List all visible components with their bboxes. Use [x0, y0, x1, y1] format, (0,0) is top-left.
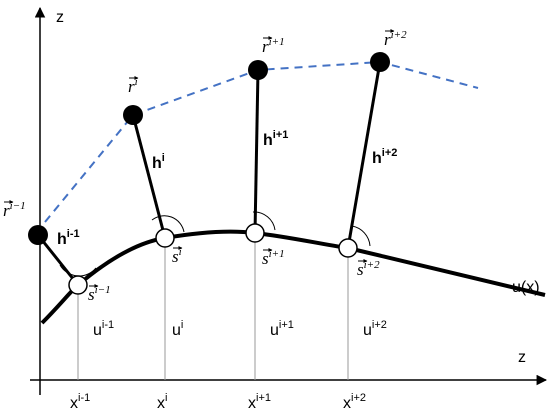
h-label: hi+1	[263, 129, 288, 149]
angle-arc	[252, 211, 276, 231]
s-label: si+2	[357, 259, 380, 279]
s-label-base: s	[262, 249, 269, 268]
s-point	[68, 275, 88, 295]
r-label-sup: i+1	[269, 36, 285, 48]
axis-label: z	[518, 349, 526, 366]
s-label-base: s	[357, 260, 364, 279]
s-point	[155, 228, 175, 248]
s-label: si	[172, 246, 182, 266]
r-label-base: r	[262, 37, 269, 56]
curve	[40, 229, 546, 325]
s-label-base: s	[88, 285, 95, 304]
s-label-sup: i+1	[269, 248, 285, 260]
r-label-base: r	[128, 77, 135, 96]
dashed-line	[44, 60, 479, 223]
r-label-sup: i	[135, 76, 138, 88]
r-label-sup: i+2	[391, 29, 407, 41]
h-label-sup: i+1	[273, 129, 289, 141]
x-label: xi	[157, 392, 167, 412]
h-line	[131, 114, 167, 239]
r-point	[248, 60, 268, 80]
angle-arc	[351, 225, 371, 247]
x-label-base: x	[248, 395, 256, 412]
r-label: ri−1	[3, 200, 26, 220]
angle-arc	[151, 215, 185, 233]
r-label-sup: i−1	[10, 200, 26, 212]
h-label: hi-1	[57, 228, 80, 248]
h-label-sup: i-1	[67, 228, 80, 240]
u-label: ui+1	[270, 319, 294, 339]
x-label-sup: i+1	[256, 392, 271, 404]
u-label-base: u	[363, 322, 372, 339]
s-point	[245, 223, 265, 243]
u-label: ui-1	[93, 319, 114, 339]
h-label-sup: i+2	[382, 147, 398, 159]
s-label: si−1	[88, 284, 111, 304]
x-label-base: x	[157, 395, 165, 412]
u-label: ui+2	[363, 319, 387, 339]
x-label: xi-1	[70, 392, 90, 412]
r-label: ri+1	[262, 36, 285, 56]
s-label-sup: i+2	[364, 259, 380, 271]
u-label-sup: i+2	[372, 319, 387, 331]
x-label: xi+2	[343, 392, 366, 412]
x-label-base: x	[70, 395, 78, 412]
s-point	[338, 238, 358, 258]
s-label-base: s	[172, 247, 179, 266]
r-point	[370, 52, 390, 72]
x-label-base: x	[343, 395, 351, 412]
x-label-sup: i+2	[351, 392, 366, 404]
h-label: hi	[152, 152, 165, 172]
h-label-base: h	[57, 231, 67, 248]
r-label-base: r	[3, 201, 10, 220]
s-label-sup: i	[179, 246, 182, 258]
axis-label: z	[56, 9, 64, 26]
h-label-base: h	[372, 150, 382, 167]
curve-label: u(x)	[512, 279, 540, 296]
h-label: hi+2	[372, 147, 397, 167]
h-label-base: h	[263, 132, 273, 149]
x-label-sup: i-1	[78, 392, 90, 404]
h-label-base: h	[152, 155, 162, 172]
r-label: ri	[128, 76, 138, 96]
x-label: xi+1	[248, 392, 271, 412]
h-line	[253, 69, 260, 234]
u-label-sup: i-1	[102, 319, 114, 331]
u-label-base: u	[172, 322, 181, 339]
u-label-base: u	[93, 322, 102, 339]
h-line	[346, 61, 382, 249]
u-label-sup: i	[181, 319, 183, 331]
s-label: si+1	[262, 248, 285, 268]
u-label: ui	[172, 319, 183, 339]
r-point	[123, 105, 143, 125]
h-line	[36, 234, 80, 286]
u-label-base: u	[270, 322, 279, 339]
r-point	[28, 225, 48, 245]
r-label-base: r	[384, 30, 391, 49]
x-label-sup: i	[165, 392, 167, 404]
h-label-sup: i	[162, 152, 165, 164]
r-label: ri+2	[384, 29, 407, 49]
s-label-sup: i−1	[95, 284, 111, 296]
u-label-sup: i+1	[279, 319, 294, 331]
